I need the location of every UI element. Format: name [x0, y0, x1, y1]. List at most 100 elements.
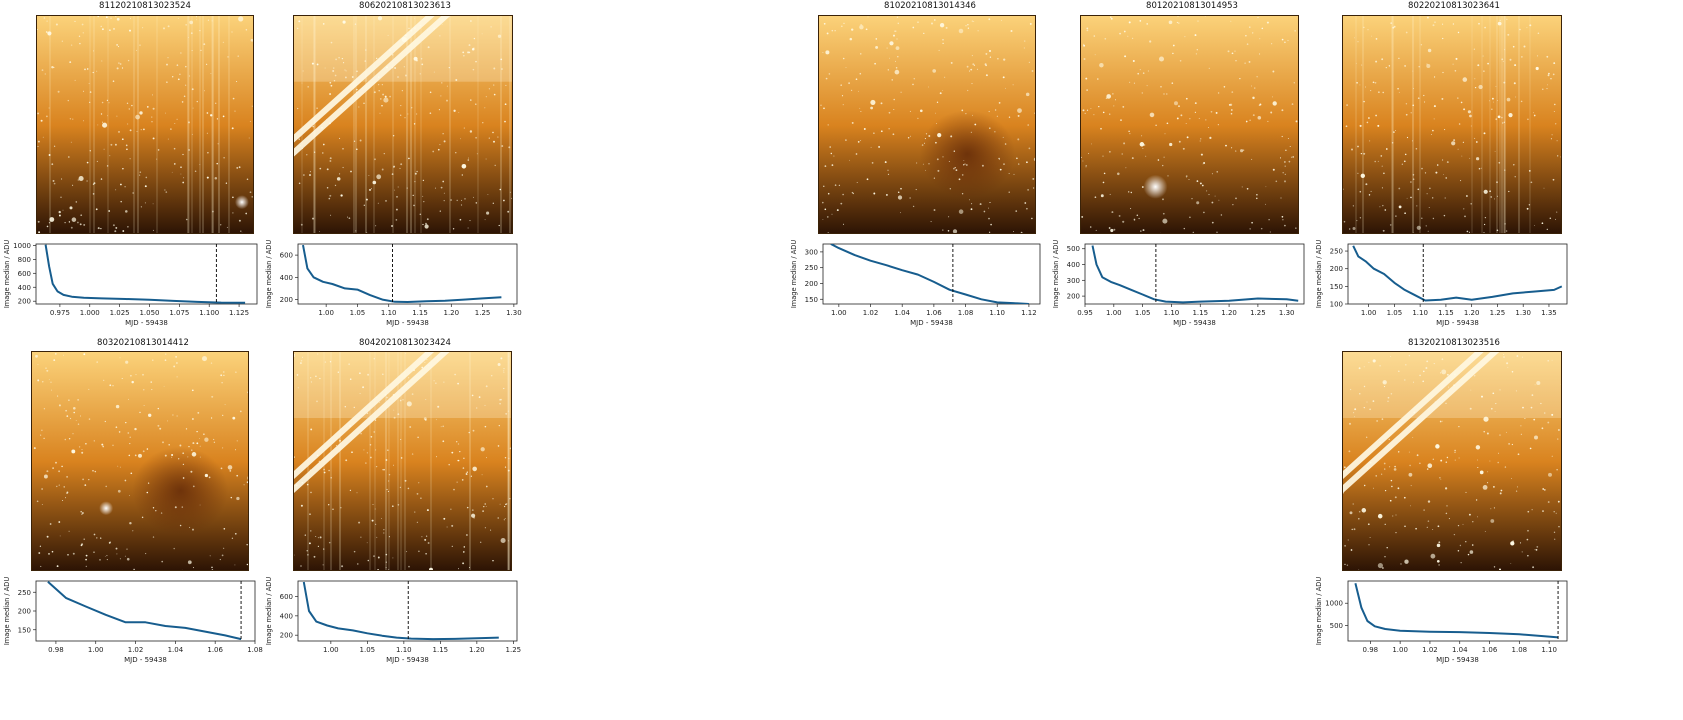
- y-tick-label: 500: [1067, 245, 1080, 253]
- sky-image: [293, 351, 512, 571]
- panel-81020210813014346: 81020210813014346 1.00 1.02 1.04 1.06 1.08 1.…: [790, 0, 1045, 340]
- median-series-line: [44, 244, 246, 304]
- y-tick-label: 1000: [1325, 600, 1343, 608]
- median-line-chart: 0.95 1.00 1.05 1.10 1.15 1.20 1.25 1.30 200 300 40…: [1052, 240, 1305, 327]
- panel-81320210813023516: 81320210813023516 0.98 1.00 1.02 1.04 1.06 1.…: [1315, 337, 1569, 677]
- x-tick-label: 1.06: [207, 646, 223, 654]
- x-tick-label: 0.95: [1077, 309, 1093, 317]
- x-tick-label: 0.98: [1363, 646, 1379, 654]
- star-field: [297, 16, 512, 233]
- sky-background: [1343, 16, 1561, 233]
- x-tick-label: 1.05: [1387, 309, 1403, 317]
- x-tick-label: 1.00: [88, 646, 104, 654]
- plot-frame: [1347, 243, 1568, 305]
- sky-background: [819, 16, 1035, 233]
- y-tick-label: 800: [18, 256, 31, 264]
- plot-frame: [1084, 243, 1305, 305]
- y-tick-label: 200: [1067, 293, 1080, 301]
- star-field: [33, 352, 248, 570]
- panel-title: 80120210813014953: [1146, 1, 1238, 11]
- sky-image: [1342, 15, 1562, 234]
- x-axis-label: MJD - 59438: [125, 319, 168, 327]
- median-line-chart: 1.00 1.05 1.10 1.15 1.20 1.25 200 400 600 MJD - 5…: [265, 577, 522, 664]
- y-tick-label: 100: [1330, 301, 1343, 309]
- sky-image-canvas: [294, 16, 512, 233]
- x-tick-label: 1.10: [989, 309, 1005, 317]
- y-axis-label: Image median / ADU: [3, 577, 11, 645]
- x-tick-label: 1.10: [1412, 309, 1428, 317]
- y-axis-label: Image median / ADU: [1315, 577, 1323, 645]
- panel-title: 80220210813023641: [1408, 1, 1500, 11]
- sky-background: [1081, 16, 1298, 233]
- median-line-chart: 0.975 1.000 1.025 1.050 1.075 1.100 1.125 200 40…: [3, 240, 258, 327]
- sky-image: [293, 15, 513, 234]
- y-tick-label: 300: [805, 248, 818, 256]
- x-tick-label: 1.00: [1361, 309, 1377, 317]
- bright-star: [1143, 174, 1168, 199]
- panel-80620210813023613: 80620210813023613 1.00 1.05 1.10 1.15 1.20 1.…: [265, 0, 522, 340]
- plot-frame: [35, 580, 256, 642]
- median-series-line: [302, 244, 502, 303]
- sky-image: [1342, 351, 1562, 571]
- panel-title: 81320210813023516: [1408, 338, 1500, 348]
- x-tick-label: 1.20: [469, 646, 485, 654]
- panel-80420210813023424: 80420210813023424 1.00 1.05 1.10 1.15 1.20 1.…: [265, 337, 521, 677]
- dark-nebula: [919, 110, 1016, 198]
- x-tick-label: 1.20: [1464, 309, 1480, 317]
- x-tick-label: 1.25: [506, 646, 522, 654]
- satellite-streaks: [1343, 352, 1561, 494]
- median-line-chart: 1.00 1.05 1.10 1.15 1.20 1.25 1.30 200 400 600 MJD…: [265, 240, 522, 327]
- x-tick-label: 0.98: [48, 646, 64, 654]
- x-tick-label: 1.075: [169, 309, 189, 317]
- x-tick-label: 1.00: [831, 309, 847, 317]
- sky-image-canvas: [819, 16, 1035, 233]
- star-field: [1081, 16, 1298, 233]
- x-tick-label: 1.20: [1221, 309, 1237, 317]
- sky-image-canvas: [294, 352, 511, 570]
- y-tick-label: 150: [1330, 283, 1343, 291]
- x-tick-label: 1.08: [958, 309, 974, 317]
- x-tick-label: 1.04: [168, 646, 184, 654]
- x-tick-label: 1.00: [1106, 309, 1122, 317]
- sky-background: [32, 352, 248, 570]
- plot-frame: [822, 243, 1041, 305]
- star-field: [1343, 16, 1561, 233]
- y-tick-label: 400: [18, 284, 31, 292]
- x-tick-label: 1.100: [199, 309, 219, 317]
- y-tick-label: 400: [280, 612, 293, 620]
- x-tick-label: 0.975: [50, 309, 70, 317]
- bright-star: [99, 501, 114, 516]
- x-tick-label: 1.15: [1438, 309, 1454, 317]
- median-series-line: [47, 581, 242, 641]
- panel-80220210813023641: 80220210813023641 1.00 1.05 1.10 1.15 1.20 1.…: [1315, 0, 1569, 340]
- x-tick-label: 1.02: [863, 309, 879, 317]
- sky-image-canvas: [32, 352, 248, 570]
- y-tick-label: 200: [18, 608, 31, 616]
- median-line-chart: 1.00 1.05 1.10 1.15 1.20 1.25 1.30 1.35 100 150 20…: [1315, 240, 1568, 327]
- x-tick-label: 1.10: [396, 646, 412, 654]
- x-tick-label: 1.02: [128, 646, 144, 654]
- dark-nebula: [132, 446, 229, 535]
- x-tick-label: 1.08: [1512, 646, 1528, 654]
- x-tick-label: 1.06: [926, 309, 942, 317]
- x-tick-label: 1.10: [1541, 646, 1557, 654]
- panel-80120210813014953: 80120210813014953 0.95 1.00 1.05 1.10 1.15 1.…: [1052, 0, 1307, 340]
- sky-image: [36, 15, 254, 234]
- x-tick-label: 1.05: [1135, 309, 1151, 317]
- y-axis-label: Image median / ADU: [790, 240, 798, 308]
- panel-80320210813014412: 80320210813014412 0.98 1.00 1.02 1.04 1.06 1.…: [3, 337, 263, 677]
- star-field: [1343, 352, 1561, 570]
- sky-image-canvas: [1343, 352, 1561, 570]
- median-series-line: [1354, 582, 1559, 639]
- x-tick-label: 1.08: [247, 646, 263, 654]
- y-tick-label: 200: [18, 298, 31, 306]
- x-axis-label: MJD - 59438: [386, 319, 429, 327]
- star-field: [294, 352, 511, 570]
- y-tick-label: 200: [280, 296, 293, 304]
- sky-image-canvas: [1343, 16, 1561, 233]
- x-axis-label: MJD - 59438: [1436, 656, 1479, 664]
- x-tick-label: 1.30: [1515, 309, 1531, 317]
- panel-title: 80620210813023613: [359, 1, 451, 11]
- bright-star: [234, 195, 249, 210]
- sky-image-canvas: [1081, 16, 1298, 233]
